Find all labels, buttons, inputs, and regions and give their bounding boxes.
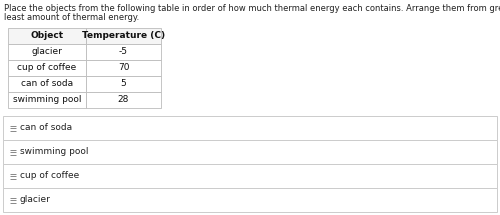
- Bar: [3, 140, 497, 164]
- Text: 28: 28: [118, 95, 129, 104]
- Bar: [86, 44, 161, 60]
- Bar: [86, 28, 161, 44]
- Text: least amount of thermal energy.: least amount of thermal energy.: [4, 13, 139, 22]
- Bar: [3, 116, 497, 140]
- Bar: [8, 76, 86, 92]
- Text: cup of coffee: cup of coffee: [18, 63, 76, 72]
- Text: 5: 5: [120, 80, 126, 89]
- Text: Place the objects from the following table in order of how much thermal energy e: Place the objects from the following tab…: [4, 4, 500, 13]
- Bar: [86, 60, 161, 76]
- Text: swimming pool: swimming pool: [20, 147, 88, 157]
- Text: 70: 70: [118, 63, 129, 72]
- Text: can of soda: can of soda: [20, 123, 72, 132]
- Bar: [8, 92, 86, 108]
- Bar: [86, 76, 161, 92]
- Text: glacier: glacier: [32, 48, 62, 57]
- Bar: [86, 92, 161, 108]
- Text: cup of coffee: cup of coffee: [20, 172, 79, 181]
- Text: Object: Object: [30, 32, 64, 40]
- Text: Temperature (C): Temperature (C): [82, 32, 165, 40]
- Text: -5: -5: [119, 48, 128, 57]
- Bar: [8, 60, 86, 76]
- Bar: [3, 188, 497, 212]
- Text: can of soda: can of soda: [21, 80, 73, 89]
- Bar: [3, 164, 497, 188]
- Text: swimming pool: swimming pool: [13, 95, 81, 104]
- Text: glacier: glacier: [20, 195, 51, 204]
- Bar: [8, 44, 86, 60]
- Bar: [8, 28, 86, 44]
